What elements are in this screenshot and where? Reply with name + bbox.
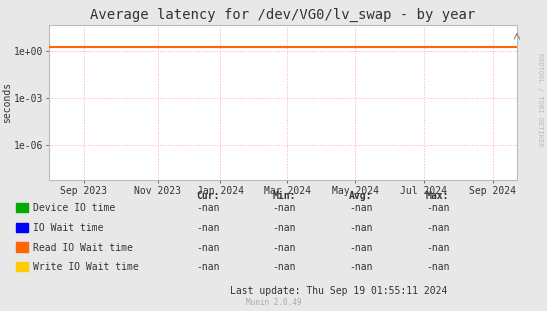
Text: Max:: Max: bbox=[426, 191, 449, 201]
Text: -nan: -nan bbox=[273, 203, 296, 213]
Text: -nan: -nan bbox=[350, 203, 373, 213]
Text: -nan: -nan bbox=[426, 223, 449, 233]
Text: -nan: -nan bbox=[426, 203, 449, 213]
Text: IO Wait time: IO Wait time bbox=[33, 223, 103, 233]
Text: Avg:: Avg: bbox=[350, 191, 373, 201]
Text: -nan: -nan bbox=[426, 262, 449, 272]
Text: -nan: -nan bbox=[196, 243, 219, 253]
Text: -nan: -nan bbox=[426, 243, 449, 253]
Text: -nan: -nan bbox=[196, 223, 219, 233]
Text: -nan: -nan bbox=[196, 262, 219, 272]
Text: -nan: -nan bbox=[350, 243, 373, 253]
Text: Write IO Wait time: Write IO Wait time bbox=[33, 262, 138, 272]
Text: Device IO time: Device IO time bbox=[33, 203, 115, 213]
Text: Cur:: Cur: bbox=[196, 191, 219, 201]
Text: -nan: -nan bbox=[273, 262, 296, 272]
Text: Read IO Wait time: Read IO Wait time bbox=[33, 243, 133, 253]
Text: -nan: -nan bbox=[273, 223, 296, 233]
Text: -nan: -nan bbox=[350, 223, 373, 233]
Y-axis label: seconds: seconds bbox=[2, 82, 11, 123]
Text: RRDTOOL / TOBI OETIKER: RRDTOOL / TOBI OETIKER bbox=[537, 53, 543, 146]
Text: -nan: -nan bbox=[196, 203, 219, 213]
Text: -nan: -nan bbox=[273, 243, 296, 253]
Text: Min:: Min: bbox=[273, 191, 296, 201]
Text: Munin 2.0.49: Munin 2.0.49 bbox=[246, 298, 301, 307]
Text: Last update: Thu Sep 19 01:55:11 2024: Last update: Thu Sep 19 01:55:11 2024 bbox=[230, 286, 448, 296]
Text: -nan: -nan bbox=[350, 262, 373, 272]
Title: Average latency for /dev/VG0/lv_swap - by year: Average latency for /dev/VG0/lv_swap - b… bbox=[90, 8, 476, 22]
